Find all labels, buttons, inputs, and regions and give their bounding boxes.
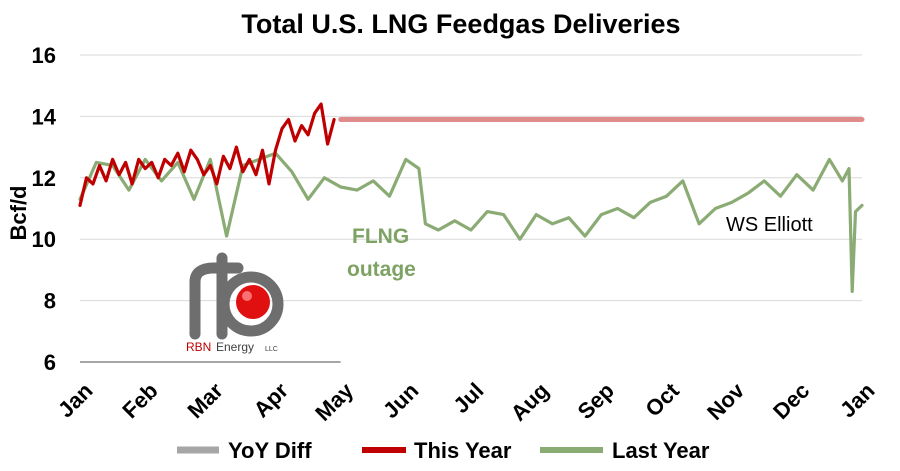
rbn-energy-logo: RBN Energy LLC <box>186 252 284 354</box>
x-tick-label: Nov <box>702 377 750 425</box>
x-tick-label: Dec <box>768 378 814 424</box>
legend-label-last-year: Last Year <box>612 438 710 463</box>
x-tick-label: Feb <box>117 378 162 423</box>
logo-text-llc: LLC <box>265 346 278 353</box>
logo-text-energy: Energy <box>216 340 254 354</box>
gridlines <box>80 54 862 363</box>
logo-text-rbn: RBN <box>186 340 211 354</box>
y-tick-label: 14 <box>32 104 57 129</box>
x-tick-label: Sep <box>573 378 619 424</box>
chart-title: Total U.S. LNG Feedgas Deliveries <box>241 9 680 39</box>
logo-red-dot <box>236 285 270 319</box>
series-line-this-year <box>78 102 336 207</box>
legend-label-yoy-diff: YoY Diff <box>228 438 312 463</box>
x-tick-labels: Jan Feb Mar Apr May Jun Jul Aug Sep Oct Nov Dec Jan <box>53 377 879 425</box>
annotation-flng: FLNG <box>352 225 409 248</box>
legend-label-this-year: This Year <box>414 438 512 463</box>
logo-dot-highlight <box>242 291 252 301</box>
y-axis-label: Bcf/d <box>6 186 31 241</box>
x-tick-label: Jun <box>378 378 423 423</box>
x-tick-label: Oct <box>640 377 684 421</box>
logo-b-bowl <box>218 271 284 337</box>
annotation-ws-elliott: WS Elliott <box>726 214 813 236</box>
x-tick-label: May <box>310 377 358 425</box>
x-tick-label: Jan <box>53 378 97 422</box>
legend: YoY Diff This Year Last Year <box>177 438 710 463</box>
annotation-outage: outage <box>347 258 416 281</box>
series-lines <box>78 102 865 293</box>
x-tick-label: Mar <box>183 378 229 424</box>
y-tick-label: 10 <box>32 227 56 252</box>
y-tick-labels: 6 8 10 12 14 16 <box>32 43 57 375</box>
y-tick-label: 12 <box>32 166 56 191</box>
x-tick-label: Jul <box>448 378 488 418</box>
y-tick-label: 6 <box>44 350 56 375</box>
x-tick-label: Jan <box>835 378 879 422</box>
y-tick-label: 8 <box>44 289 56 314</box>
series-line-last-year <box>78 151 864 293</box>
x-tick-label: Apr <box>249 378 294 423</box>
x-tick-label: Aug <box>506 378 554 426</box>
logo-r-stroke <box>189 262 244 340</box>
y-tick-label: 16 <box>32 43 56 68</box>
